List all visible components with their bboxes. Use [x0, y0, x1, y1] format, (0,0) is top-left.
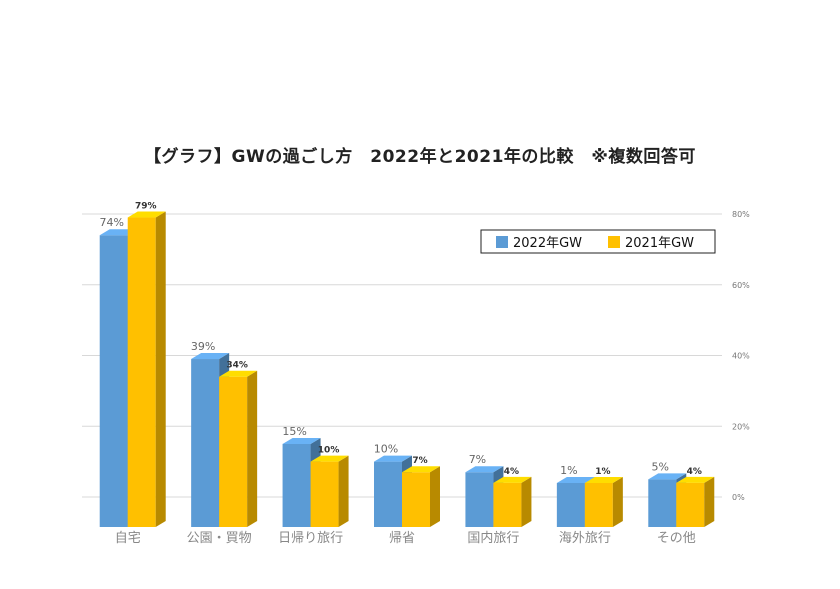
- bar-top: [191, 353, 230, 360]
- bar-side: [155, 211, 166, 527]
- bars-layer: [99, 211, 715, 527]
- legend-swatch-2022: [496, 236, 508, 248]
- y-tick-label: 0%: [732, 493, 745, 502]
- legend-label-2022: 2022年GW: [513, 236, 582, 251]
- bar-front: [493, 482, 522, 527]
- bar-front: [648, 479, 677, 527]
- bar-2021-1: [219, 370, 258, 527]
- bar-top: [127, 211, 166, 218]
- bar-value-label: 5%: [652, 460, 669, 473]
- bar-top: [282, 437, 321, 444]
- category-label: 海外旅行: [559, 531, 611, 546]
- y-tick-label: 20%: [732, 422, 750, 431]
- bar-2021-3: [402, 466, 440, 527]
- bar-top: [648, 473, 687, 480]
- bar-2021-2: [310, 455, 349, 527]
- bar-top: [402, 466, 440, 473]
- bar-2021-5: [584, 477, 623, 527]
- bar-front: [191, 359, 220, 527]
- bar-value-label: 10%: [374, 443, 398, 456]
- bar-top: [219, 370, 258, 377]
- category-label: 帰省: [389, 530, 415, 546]
- legend-box: [480, 229, 716, 254]
- bar-value-label: 4%: [687, 467, 702, 477]
- bar-value-label: 15%: [282, 425, 306, 438]
- bar-value-label: 39%: [191, 340, 215, 353]
- bar-value-label: 74%: [99, 216, 123, 229]
- bar-side: [247, 370, 258, 527]
- bar-side: [704, 476, 715, 527]
- bar-front: [465, 472, 494, 527]
- bar-front: [676, 482, 705, 527]
- bar-value-label: 34%: [226, 361, 248, 371]
- bar-side: [521, 476, 532, 527]
- bar-front: [402, 472, 430, 527]
- category-label: 公園・買物: [187, 531, 252, 546]
- bar-top: [556, 477, 595, 483]
- chart-title: 【グラフ】GWの過ごし方 2022年と2021年の比較 ※複数回答可: [144, 147, 696, 167]
- grid-layer: [82, 213, 722, 498]
- y-tick-label: 40%: [732, 352, 750, 361]
- bar-value-label: 10%: [318, 446, 340, 456]
- bar-2021-4: [493, 476, 532, 527]
- bar-value-label: 4%: [504, 467, 519, 477]
- bar-top: [493, 476, 532, 483]
- bar-front: [282, 443, 311, 527]
- labels-layer: 0% 20% 40% 60% 80% 74% 79% 自宅 39% 34% 公園・買物 15% 10% 日…: [99, 202, 750, 546]
- legend-label-2021: 2021年GW: [625, 236, 694, 251]
- category-label: 日帰り旅行: [278, 530, 343, 546]
- bar-front: [584, 483, 613, 527]
- legend: 2022年GW 2021年GW: [480, 229, 716, 254]
- bar-top: [676, 476, 715, 483]
- bar-top: [465, 466, 504, 473]
- bar-top: [310, 455, 349, 462]
- y-tick-label: 60%: [732, 281, 750, 290]
- bar-top: [584, 477, 623, 483]
- bar-value-label: 7%: [469, 453, 486, 466]
- bar-front: [99, 235, 128, 527]
- bar-side: [338, 455, 349, 527]
- bar-front: [219, 376, 248, 527]
- category-label: 国内旅行: [467, 530, 519, 546]
- bar-front: [556, 483, 585, 527]
- bar-value-label: 1%: [560, 464, 577, 477]
- legend-swatch-2021: [608, 236, 620, 248]
- bar-side: [612, 477, 623, 527]
- category-label: その他: [657, 531, 696, 546]
- category-label: 自宅: [115, 531, 141, 546]
- bar-side: [430, 466, 440, 527]
- bar-front: [310, 461, 339, 527]
- bar-front: [127, 217, 156, 527]
- y-tick-label: 80%: [732, 210, 750, 219]
- bar-front: [374, 461, 402, 527]
- bar-value-label: 7%: [412, 456, 427, 466]
- bar-2021-0: [127, 211, 166, 527]
- bar-2021-6: [676, 476, 715, 527]
- bar-value-label: 1%: [595, 467, 610, 477]
- bar-top: [374, 455, 412, 462]
- bar-value-label: 79%: [135, 202, 157, 212]
